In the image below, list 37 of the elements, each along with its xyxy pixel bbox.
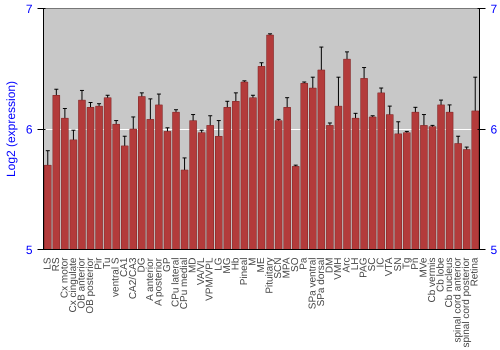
x-tick-label: SN xyxy=(392,257,404,272)
x-tick-label: LG xyxy=(213,257,224,271)
x-tick-label: Retina xyxy=(470,257,481,286)
x-tick-label: DM xyxy=(324,257,336,274)
x-tick-label: Cx cingulate xyxy=(68,257,79,313)
x-tick-label: M xyxy=(247,257,258,266)
x-tick-label: Pineal xyxy=(238,257,250,286)
y-tick-label: 5 xyxy=(26,243,33,257)
x-tick-label: LS xyxy=(42,257,54,270)
x-tick-label: SPa dorsal xyxy=(316,257,327,306)
x-tick-label: CA1 xyxy=(119,257,130,277)
y-axis-title: Log2 (expression) xyxy=(4,80,18,178)
x-tick-label: Hb xyxy=(230,257,242,270)
x-tick-label: A anterior xyxy=(144,257,156,301)
x-tick-label: GP xyxy=(162,257,173,272)
x-tick-label: OB posterior xyxy=(85,256,96,314)
y2-tick-label: 5 xyxy=(490,243,498,257)
x-tick-label: spinal cord posterior xyxy=(461,256,472,348)
x-tick-label: VPM/VPL xyxy=(204,257,216,301)
y-tick-label: 7 xyxy=(26,2,33,16)
x-tick-label: Arc xyxy=(341,258,352,272)
x-tick-label: RS xyxy=(50,257,62,272)
x-tick-label: A posterior xyxy=(153,257,164,306)
x-tick-label: ME xyxy=(256,257,267,272)
x-tick-label: MVe xyxy=(418,257,430,278)
y2-tick-label: 6 xyxy=(490,122,498,136)
x-tick-label: CA2/CA3 xyxy=(128,257,139,300)
x-tick-label: Tg xyxy=(401,258,412,270)
y2-tick-label: 7 xyxy=(490,2,498,16)
x-tick-label: Pituitary xyxy=(264,258,276,294)
x-tick-label: OB anterior xyxy=(76,256,88,309)
x-tick-label: VTA xyxy=(384,257,396,276)
x-tick-label: VMH xyxy=(332,257,344,280)
x-tick-label: Pa xyxy=(298,257,310,270)
y-tick-label: 6 xyxy=(26,122,33,136)
x-tick-label: DG xyxy=(136,257,148,272)
x-tick-label: Pn xyxy=(410,257,421,270)
